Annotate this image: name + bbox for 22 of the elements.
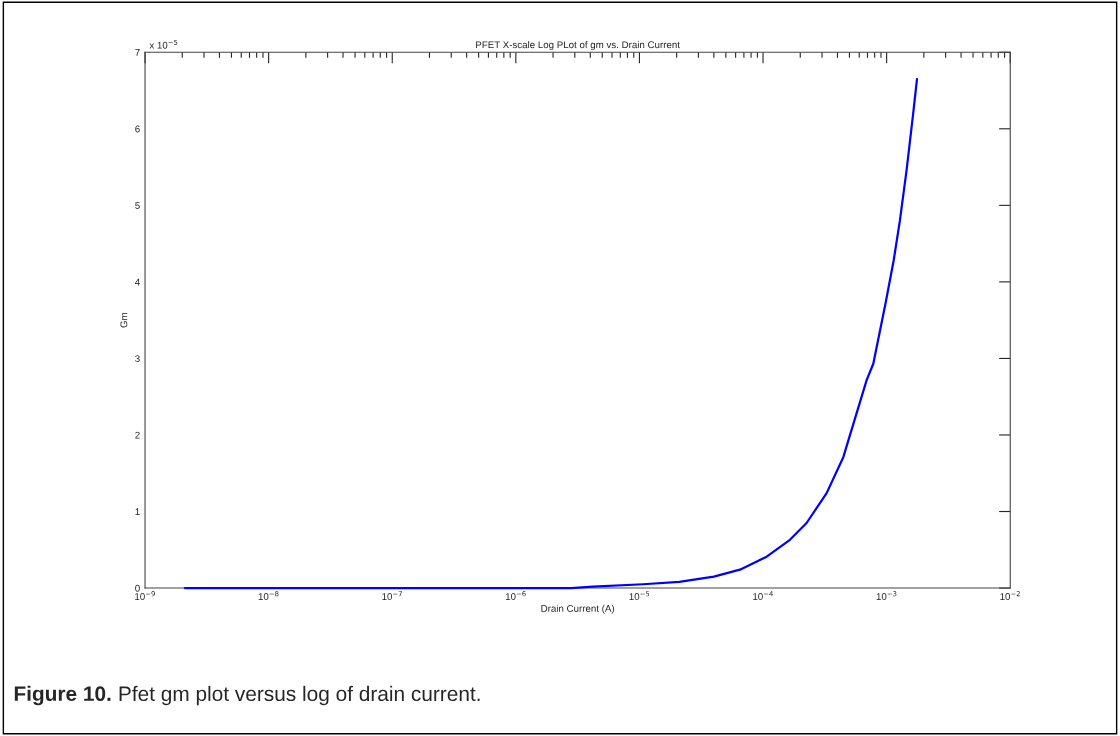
y-tick-label: 2 (135, 431, 140, 439)
x-tick-label: 10$^{−7}$ (382, 591, 402, 600)
x-tick-label: 10$^{−6}$ (505, 591, 526, 600)
y-axis-title: Gm (120, 312, 128, 328)
x-tick-label: 10$^{−9}$ (135, 591, 155, 600)
y-tick-label: 4 (135, 278, 140, 286)
text: Pfet gm plot versus log of drain current. (119, 685, 480, 706)
text: x 10$^{−5}$ (149, 39, 178, 49)
x-tick-label: 10$^{−2}$ (1000, 591, 1020, 600)
y-tick-label: 3 (135, 355, 140, 363)
x-tick-label: 10$^{−3}$ (876, 591, 897, 600)
caption: Figure 10. (14, 685, 111, 706)
chart-title: PFET X-scale Log PLot of gm vs. Drain Current (476, 41, 680, 51)
y-tick-label: 6 (135, 125, 140, 133)
x-tick-label: 10$^{−4}$ (753, 591, 773, 600)
x-tick-label: 10$^{−8}$ (258, 591, 279, 600)
y-tick-label: 7 (135, 49, 140, 56)
x-axis-title: Drain Current (A) (541, 604, 615, 614)
y-tick-label: 1 (135, 508, 140, 516)
x-tick-label: 10$^{−5}$ (629, 591, 650, 600)
y-tick-label: 5 (135, 202, 140, 209)
y-tick-label: 0 (135, 584, 140, 592)
